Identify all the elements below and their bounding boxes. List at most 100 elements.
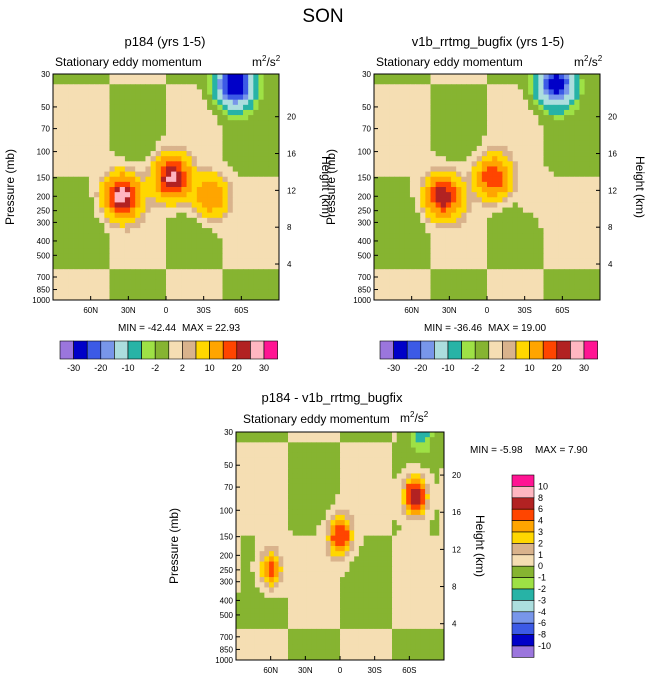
contour-cell [487,84,493,90]
contour-cell [248,130,254,137]
contour-cell [392,535,398,542]
contour-cell [186,176,193,183]
contour-cell [574,99,580,106]
contour-cell [130,274,136,280]
contour-cell [94,109,100,116]
contour-cell [124,222,131,229]
contour-cell [382,499,388,505]
contour-cell [538,145,544,152]
contour-cell [425,222,431,229]
contour-cell [248,89,254,95]
contour-cell [191,94,198,101]
contour-cell [574,151,580,157]
contour-cell [297,452,303,459]
contour-cell [569,140,575,147]
contour-cell [379,109,385,116]
contour-cell [384,222,390,229]
contour-cell [594,233,601,239]
contour-cell [150,264,157,270]
contour-cell [538,89,544,95]
contour-cell [325,535,331,542]
contour-cell [409,243,416,250]
pressure-tick-label: 300 [37,218,51,227]
contour-cell [594,161,601,167]
contour-cell [517,171,524,178]
height-tick-label: 20 [287,113,296,122]
contour-cell [497,140,503,147]
contour-cell [99,197,105,203]
contour-cell [68,207,74,214]
contour-cell [135,135,141,142]
contour-cell [394,84,401,90]
contour-cell [481,109,488,116]
contour-cell [487,284,493,291]
contour-cell [155,145,162,152]
contour-cell [273,274,280,280]
contour-cell [522,248,529,255]
contour-cell [406,489,412,495]
contour-cell [420,84,426,90]
contour-cell [564,284,570,291]
contour-cell [399,181,406,188]
contour-cell [569,181,575,188]
contour-cell [201,269,208,275]
contour-cell [406,509,412,516]
contour-cell [456,181,462,188]
contour-cell [368,473,374,480]
contour-cell [311,509,317,516]
contour-cell [140,130,146,137]
contour-cell [404,171,411,178]
lat-tick-label: 30S [197,306,211,315]
contour-cell [227,89,234,95]
contour-cell [528,99,534,106]
contour-cell [236,530,242,537]
contour-cell [186,238,193,244]
contour-cell [99,253,105,260]
contour-cell [358,457,365,464]
contour-cell [420,494,426,500]
contour-cell [243,279,249,285]
contour-cell [394,115,401,121]
contour-cell [145,166,151,172]
contour-cell [114,233,121,239]
contour-cell [109,140,116,147]
contour-cell [155,89,162,95]
contour-cell [410,447,417,454]
contour-cell [250,514,256,521]
contour-cell [253,258,259,265]
contour-cell [196,197,203,203]
contour-cell [160,115,167,121]
contour-cell [53,222,59,229]
contour-cell [83,284,90,291]
contour-cell [415,156,421,162]
contour-cell [78,151,85,157]
contour-cell [207,248,213,255]
contour-cell [528,176,534,183]
contour-cell [330,468,336,474]
contour-cell [558,269,565,275]
contour-cell [240,483,246,490]
colorbar-box [86,340,102,360]
contour-cell [88,99,95,106]
contour-cell [553,294,560,301]
contour-cell [292,457,298,464]
contour-cell [401,494,407,500]
contour-cell [522,212,529,219]
contour-cell [584,79,591,85]
contour-cell [394,151,401,157]
contour-cell [358,489,365,495]
contour-cell [553,176,560,183]
contour-cell [237,192,244,198]
contour-cell [104,289,110,296]
contour-cell [429,494,435,500]
contour-cell [306,520,313,526]
contour-cell [451,145,457,152]
contour-cell [166,233,172,239]
contour-cell [340,473,346,480]
contour-cell [114,228,121,234]
contour-cell [445,248,452,255]
contour-cell [140,125,146,131]
contour-cell [258,130,264,137]
contour-cell [430,197,437,203]
contour-cell [155,109,162,116]
